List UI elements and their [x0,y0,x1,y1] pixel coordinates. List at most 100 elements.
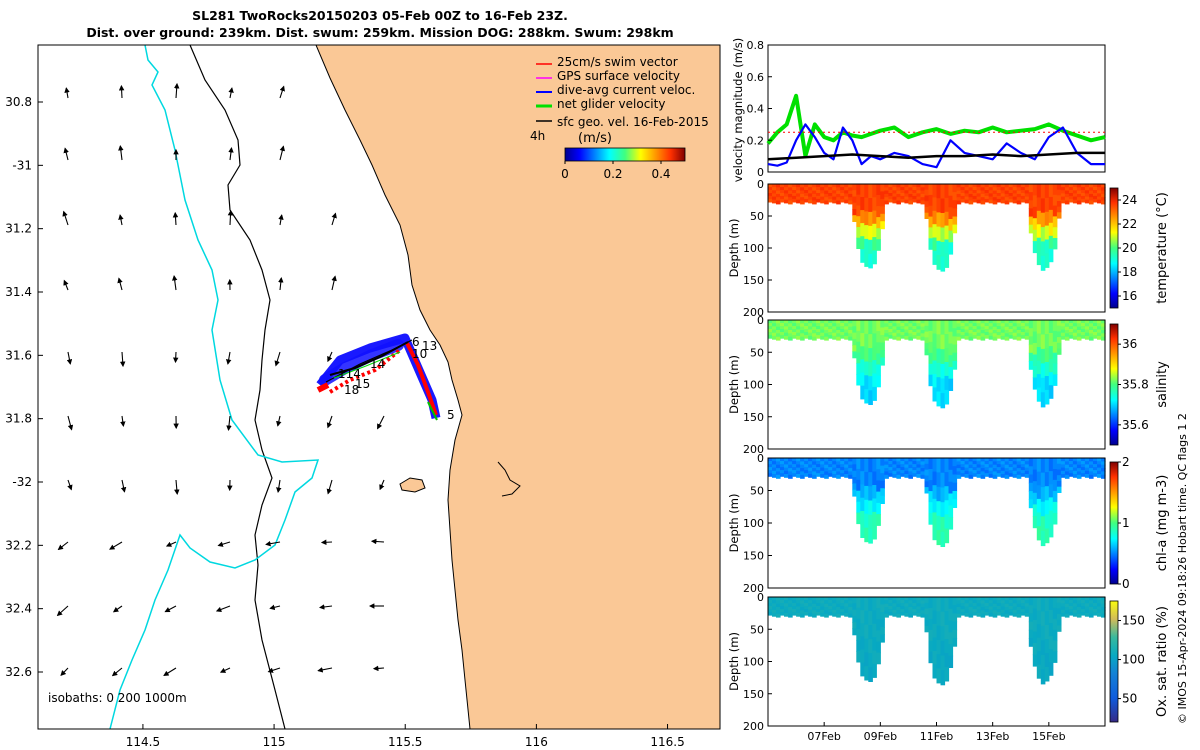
section-cell [820,470,825,475]
section-cell [776,190,781,195]
section-cell [1084,326,1090,331]
section-cell [952,491,958,500]
velocity-ylabel: velocity magnitude (m/s) [731,38,745,183]
section-cell [1101,323,1106,328]
section-cell [884,458,889,462]
section-cell [948,608,954,621]
section-cell [1080,326,1086,330]
section-cell [1024,332,1030,337]
section-cell [896,184,901,188]
section-cell [888,612,893,616]
section-cell [1024,184,1030,188]
section-cell [816,473,821,477]
section-cell [1020,609,1026,613]
section-cell [1097,474,1102,478]
section-cell [828,464,833,468]
section-cell [1008,323,1014,327]
section-cell [912,612,917,616]
section-cell [928,597,934,609]
section-cell [1084,193,1090,198]
section-cell [900,193,905,197]
section-cell [868,253,873,269]
section-cell [1040,640,1046,656]
section-cell [1076,184,1082,188]
section-cell [920,471,926,476]
section-cell [924,212,930,219]
section-cell [840,323,845,327]
section-cell [964,190,970,194]
section-cell [1097,196,1102,201]
section-cell [976,461,982,465]
section-cell [820,597,825,601]
section-cell [972,329,978,333]
section-cell [976,609,982,614]
section-cell [916,603,921,608]
section-cell [1052,640,1058,652]
section-cell [852,209,857,216]
section-cell [884,184,889,188]
section-cell [1093,597,1098,601]
colorbar-tick-label: 36 [1122,337,1137,351]
depth-tick-label: 200 [743,720,764,733]
section-cell [824,461,829,466]
section-cell [784,600,789,604]
track-label: 6 [412,335,420,349]
section-cell [1020,461,1026,465]
section-cell [892,199,897,204]
section-cell [816,609,821,613]
section-cell [836,610,841,615]
section-cell [968,613,974,618]
section-cell [932,597,938,612]
section-cell [1080,187,1086,191]
section-cell [844,461,849,465]
section-cell [784,323,789,327]
section-cell [840,326,845,330]
section-cell [836,458,841,462]
section-cell [1008,597,1014,601]
section-cell [876,239,881,251]
section-cell [840,187,845,191]
section-cell [1000,196,1006,201]
section-cell [1060,193,1066,198]
section-cell [848,190,853,195]
section-cell [1072,335,1078,340]
section-cell [1056,619,1062,627]
section-cell [948,655,954,668]
section-cell [952,474,958,484]
section-cell [1020,606,1026,610]
section-cell [796,474,801,478]
section-cell [1036,360,1042,375]
section-cell [872,485,877,500]
section-cell [1040,392,1046,408]
section-cell [824,336,829,341]
section-cell [876,514,881,526]
section-cell [1072,196,1078,201]
section-cell [832,461,837,465]
section-cell [800,613,805,618]
velocity-arrow [327,351,333,363]
section-cell [808,603,813,608]
section-cell [1008,603,1014,607]
section-cell [916,470,921,475]
section-cell [888,609,893,613]
velocity-arrow [118,84,125,99]
section-cell [972,458,978,462]
section-cell [864,211,869,226]
velocity-arrow [56,605,69,617]
section-cell [1004,326,1010,331]
section-cell [776,184,781,188]
section-cell [948,367,954,380]
section-cell [780,323,785,327]
section-cell [828,326,833,330]
section-cell [1084,329,1090,334]
section-cell [1036,485,1042,500]
section-cell [976,470,982,475]
section-cell [1036,210,1042,225]
section-cell [844,464,849,469]
track-label: 13 [422,339,437,353]
section-cell [940,184,946,200]
section-cell [1072,464,1078,469]
section-cell [968,603,974,608]
section-cell [1093,332,1098,336]
velocity-arrow [331,212,337,226]
